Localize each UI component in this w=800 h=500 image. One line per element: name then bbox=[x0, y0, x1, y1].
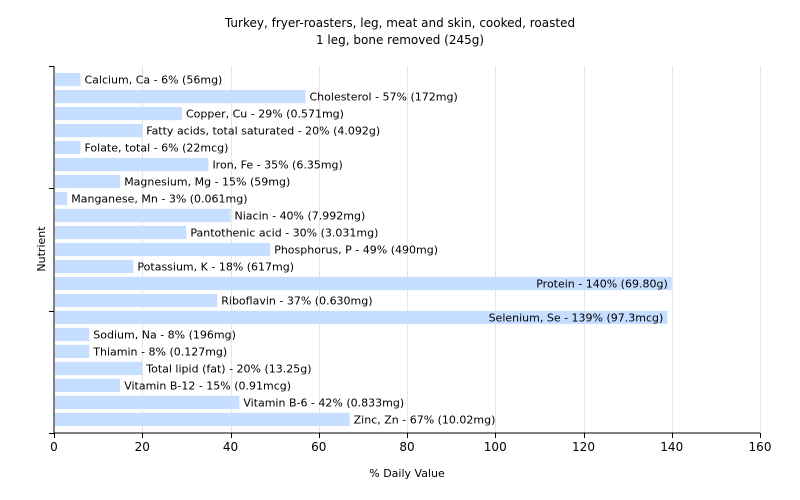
bar bbox=[55, 174, 121, 189]
x-axis-label: % Daily Value bbox=[369, 467, 445, 480]
bar bbox=[55, 344, 90, 359]
bar bbox=[55, 310, 668, 325]
bars: Calcium, Ca - 6% (56mg) Cholesterol - 57%… bbox=[55, 72, 672, 427]
bar-label: Thiamin - 8% (0.127mg) bbox=[92, 345, 227, 358]
bar-label: Magnesium, Mg - 15% (59mg) bbox=[124, 176, 290, 189]
bar-label: Calcium, Ca - 6% (56mg) bbox=[84, 74, 222, 87]
bar bbox=[55, 89, 306, 104]
bar bbox=[55, 106, 182, 121]
bar bbox=[55, 140, 81, 155]
bar-label: Manganese, Mn - 3% (0.061mg) bbox=[71, 193, 247, 206]
bar-label: Copper, Cu - 29% (0.571mg) bbox=[186, 108, 344, 121]
bar-label: Vitamin B-12 - 15% (0.91mcg) bbox=[124, 379, 291, 392]
bar-label: Phosphorus, P - 49% (490mg) bbox=[274, 244, 438, 257]
x-tick-label: 20 bbox=[135, 440, 150, 454]
bar-label: Pantothenic acid - 30% (3.031mg) bbox=[190, 227, 378, 240]
bar-label: Total lipid (fat) - 20% (13.25g) bbox=[145, 362, 311, 375]
bar bbox=[55, 242, 271, 257]
bar-label: Zinc, Zn - 67% (10.02mg) bbox=[354, 413, 496, 426]
x-tick-label: 40 bbox=[223, 440, 238, 454]
bar bbox=[55, 293, 218, 308]
x-tick-label: 140 bbox=[660, 440, 683, 454]
bar-label: Protein - 140% (69.80g) bbox=[536, 277, 668, 290]
bar-label: Fatty acids, total saturated - 20% (4.09… bbox=[146, 125, 380, 138]
gridlines bbox=[142, 66, 761, 433]
x-tick-label: 80 bbox=[399, 440, 414, 454]
bar bbox=[55, 412, 350, 427]
y-axis-label: Nutrient bbox=[35, 226, 48, 272]
bar bbox=[55, 378, 121, 393]
bar bbox=[55, 72, 81, 87]
bar-label: Sodium, Na - 8% (196mg) bbox=[93, 328, 236, 341]
bar bbox=[55, 225, 187, 240]
bar-label: Iron, Fe - 35% (6.35mg) bbox=[212, 159, 342, 172]
x-tick-label: 0 bbox=[50, 440, 58, 454]
x-tick-label: 100 bbox=[484, 440, 507, 454]
bar bbox=[55, 395, 240, 410]
bar bbox=[55, 259, 134, 274]
x-tick-label: 120 bbox=[572, 440, 595, 454]
bar-label: Riboflavin - 37% (0.630mg) bbox=[221, 294, 372, 307]
bar-label: Potassium, K - 18% (617mg) bbox=[137, 260, 294, 273]
bar-label: Niacin - 40% (7.992mg) bbox=[235, 210, 366, 223]
x-tick-label: 160 bbox=[749, 440, 772, 454]
bar bbox=[55, 123, 143, 138]
bar bbox=[55, 361, 143, 376]
bar bbox=[55, 157, 209, 172]
bar-label: Vitamin B-6 - 42% (0.833mg) bbox=[243, 396, 404, 409]
bar-label: Folate, total - 6% (22mcg) bbox=[84, 142, 228, 155]
chart-subtitle: 1 leg, bone removed (245g) bbox=[316, 33, 484, 47]
bar bbox=[55, 208, 231, 223]
bar-label: Cholesterol - 57% (172mg) bbox=[310, 91, 458, 104]
bar bbox=[55, 276, 672, 291]
x-ticks: 0 20 40 60 80 100 120 140 160 bbox=[50, 433, 771, 454]
bar-label: Selenium, Se - 139% (97.3mcg) bbox=[489, 311, 664, 324]
y-ticks bbox=[49, 66, 54, 434]
bar bbox=[55, 327, 90, 342]
x-tick-label: 60 bbox=[311, 440, 326, 454]
bar bbox=[55, 191, 68, 206]
chart-title: Turkey, fryer-roasters, leg, meat and sk… bbox=[224, 16, 575, 30]
